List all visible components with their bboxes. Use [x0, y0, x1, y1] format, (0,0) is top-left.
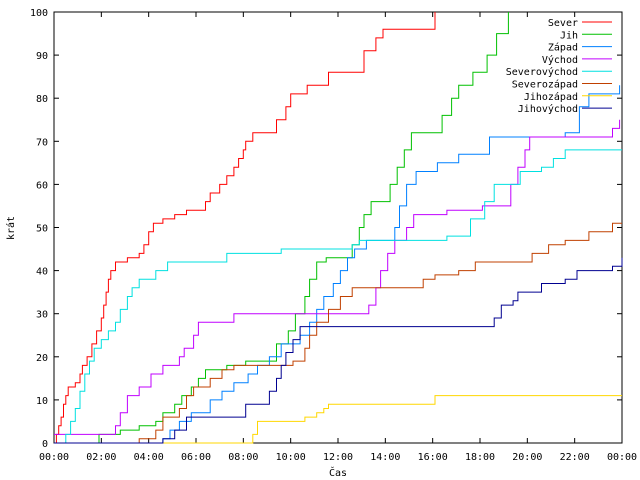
x-tick-label: 20:00 [512, 452, 542, 463]
x-tick-label: 08:00 [228, 452, 258, 463]
x-tick-label: 00:00 [39, 452, 69, 463]
legend-label: Jih [560, 30, 578, 41]
series-line-východ [54, 119, 621, 435]
x-tick-label: 18:00 [465, 452, 495, 463]
y-tick-label: 10 [36, 396, 48, 407]
legend-label: Východ [542, 54, 578, 66]
x-tick-label: 02:00 [86, 452, 116, 463]
x-tick-label: 14:00 [370, 452, 400, 463]
x-tick-label: 04:00 [134, 452, 164, 463]
y-tick-label: 70 [36, 137, 48, 148]
y-tick-label: 30 [36, 310, 48, 321]
y-tick-label: 80 [36, 94, 48, 105]
legend: SeverJihZápadVýchodSeverovýchodSeverozáp… [506, 18, 612, 115]
x-tick-label: 06:00 [181, 452, 211, 463]
series-line-sever [54, 12, 436, 444]
legend-label: Severozápad [512, 79, 578, 91]
x-tick-label: 00:00 [607, 452, 637, 463]
x-tick-label: 12:00 [323, 452, 353, 463]
series-line-západ [54, 85, 621, 444]
series-line-jihozápad [54, 395, 622, 444]
y-tick-label: 100 [30, 8, 48, 19]
y-tick-label: 20 [36, 353, 48, 364]
y-axis-label: krát [5, 216, 17, 240]
y-tick-label: 0 [42, 439, 48, 450]
series-line-jihovýchod [54, 257, 623, 444]
legend-label: Západ [548, 42, 578, 54]
series-line-severovýchod [54, 149, 622, 444]
series-line-jih [54, 12, 509, 444]
y-tick-label: 50 [36, 224, 48, 235]
legend-label: Jihovýchod [518, 103, 578, 115]
axis-ticks: 0 10 20 30 40 50 60 70 80 90 100 00:00 02:00 04:00 06:… [30, 8, 637, 463]
legend-label: Jihozápad [524, 91, 578, 103]
x-axis-label: Čas [329, 466, 347, 479]
y-tick-label: 40 [36, 267, 48, 278]
series-line-severozápad [54, 222, 622, 444]
x-tick-label: 10:00 [276, 452, 306, 463]
y-tick-label: 90 [36, 51, 48, 62]
legend-label: Severovýchod [506, 66, 578, 78]
x-tick-label: 16:00 [418, 452, 448, 463]
x-tick-label: 22:00 [560, 452, 590, 463]
series-lines [54, 12, 623, 444]
legend-label: Sever [548, 18, 578, 29]
y-tick-label: 60 [36, 180, 48, 191]
